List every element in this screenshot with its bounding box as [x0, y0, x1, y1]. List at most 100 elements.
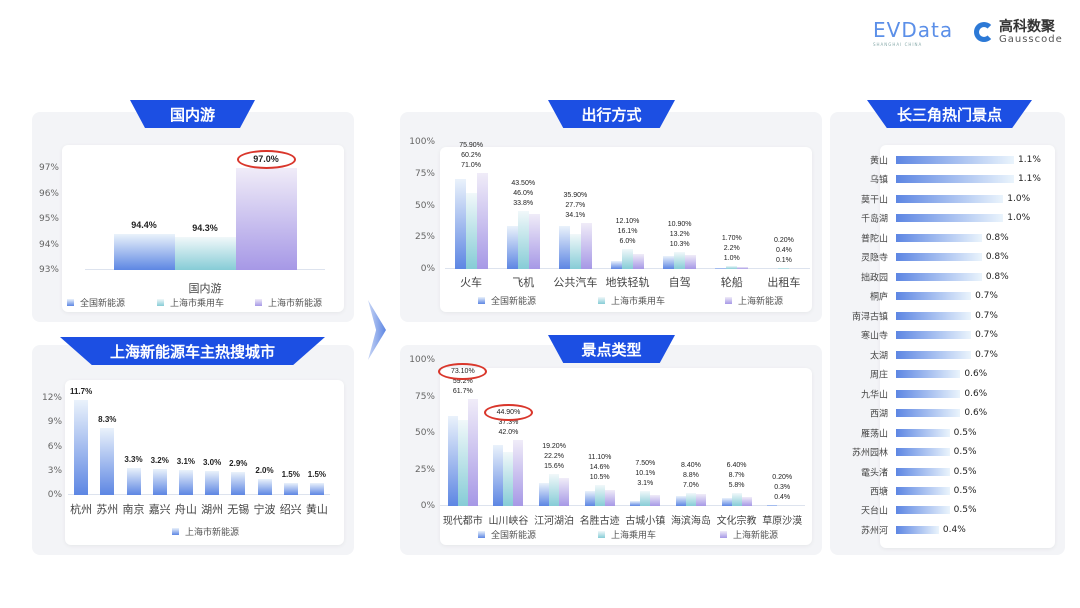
hotspot-bar	[896, 467, 950, 476]
hotspot-bar	[896, 253, 982, 262]
bar-上海新能源	[513, 440, 524, 506]
travel-title: 出行方式	[548, 100, 675, 128]
bar-上海市乘用车	[778, 268, 790, 269]
y-tick-label: 96%	[38, 188, 59, 199]
data-label: 5.8%	[728, 482, 745, 490]
hotspot-bar	[896, 311, 972, 320]
bar-上海乘用车	[594, 484, 605, 506]
hotspot-bar	[896, 292, 972, 301]
bar-上海乘用车	[731, 493, 742, 506]
legend-swatch-icon	[598, 531, 605, 538]
hotspot-value: 0.8%	[985, 271, 1009, 282]
data-label: 42.0%	[498, 429, 519, 437]
legend-item: 上海市乘用车	[598, 294, 665, 307]
bar-上海市新能源	[126, 468, 141, 495]
y-tick-label: 12%	[41, 393, 62, 403]
category-label: 嘉兴	[148, 503, 171, 516]
data-label: 8.8%	[682, 472, 699, 480]
data-label: 10.1%	[635, 470, 656, 478]
legend-item: 全国新能源	[67, 296, 125, 309]
hotspot-label: 桐庐	[869, 292, 888, 303]
legend-label: 全国新能源	[491, 297, 537, 307]
legend-swatch-icon	[172, 528, 179, 535]
hotspot-bar	[896, 525, 939, 534]
hotspot-value: 0.6%	[964, 408, 988, 419]
hotspot-label: 西塘	[869, 487, 888, 498]
bar-上海市新能源	[309, 482, 324, 495]
hotspot-bar	[896, 448, 950, 457]
y-tick-label: 0%	[420, 501, 435, 511]
data-label: 2.0%	[255, 465, 274, 475]
y-tick-label: 94%	[38, 239, 59, 250]
y-tick-label: 25%	[414, 232, 435, 243]
data-label: 10.90%	[667, 221, 692, 229]
y-tick-label: 25%	[414, 464, 435, 475]
data-label: 3.3%	[124, 455, 143, 465]
hotspot-label: 太湖	[869, 351, 888, 362]
category-label: 南京	[122, 503, 145, 516]
hotspot-bar	[896, 175, 1014, 184]
domestic-title: 国内游	[130, 100, 255, 128]
legend-item: 上海市新能源	[255, 296, 322, 309]
hotspot-label: 九华山	[860, 390, 888, 401]
bar-上海新能源	[650, 495, 661, 506]
data-label: 2.2%	[723, 245, 740, 253]
category-label: 火车	[460, 276, 483, 289]
y-tick-label: 50%	[414, 428, 435, 438]
bar-上海新能源	[737, 266, 749, 269]
hotspot-value: 0.5%	[953, 427, 977, 438]
legend-item: 全国新能源	[478, 528, 536, 541]
category-label: 名胜古迹	[579, 516, 620, 527]
hotspot-value: 0.5%	[953, 447, 977, 458]
legend-item: 上海市新能源	[172, 525, 239, 538]
hotspot-label: 苏州园林	[851, 448, 888, 459]
evdata-logo-text: EVData	[873, 18, 954, 42]
data-label: 94.4%	[131, 220, 157, 231]
hotspot-value: 0.7%	[975, 291, 998, 302]
y-tick-label: 3%	[47, 465, 62, 476]
data-label: 27.7%	[565, 202, 586, 210]
hotspot-bar	[896, 409, 961, 418]
cities-chart: 0% 3% 6% 9% 12% 11.7% 杭州 8.3% 苏州 3.3% 南京 3.2% 嘉兴 3.1%…	[42, 388, 330, 538]
category-label: 杭州	[70, 503, 93, 516]
category-label: 出租车	[767, 276, 801, 289]
gausscode-logo-en: Gausscode	[999, 34, 1063, 45]
data-label: 8.7%	[728, 472, 745, 480]
bar-上海市新能源	[178, 469, 193, 495]
data-label: 60.2%	[461, 151, 481, 159]
bar-上海市乘用车	[622, 248, 633, 269]
hotspot-label: 西湖	[869, 409, 888, 420]
bar-上海新能源	[695, 493, 706, 506]
data-label: 6.0%	[619, 237, 636, 245]
hotspot-value: 1.0%	[1007, 193, 1031, 204]
bar-上海乘用车	[503, 451, 514, 506]
hotspot-label: 普陀山	[860, 234, 888, 245]
data-label: 14.6%	[589, 463, 610, 471]
data-label: 3.2%	[150, 456, 169, 466]
hotspot-bar	[896, 486, 950, 495]
hotspot-bar	[896, 214, 1004, 223]
bar-上海乘用车	[549, 473, 560, 506]
hotspot-bar	[896, 233, 982, 242]
legend-item: 上海市乘用车	[157, 296, 224, 309]
bar-全国新能源	[663, 255, 675, 269]
bar-上海新能源	[559, 477, 570, 506]
category-label: 文化宗教	[716, 516, 757, 527]
data-label: 16.1%	[617, 227, 638, 235]
data-label: 19.20%	[542, 442, 566, 450]
bar-全国新能源	[715, 267, 727, 269]
bar-全国新能源	[493, 444, 504, 506]
hotspot-value: 0.7%	[975, 349, 998, 360]
bar-上海新能源	[528, 213, 540, 269]
bar-上海市新能源	[235, 168, 297, 270]
category-label: 国内游	[188, 282, 222, 295]
category-label: 地铁轻轨	[605, 276, 650, 289]
y-tick-label: 50%	[414, 200, 435, 211]
hotspots-title: 长三角热门景点	[867, 100, 1032, 128]
bar-全国新能源	[447, 415, 458, 506]
hotspot-bar	[896, 389, 961, 398]
bar-上海市乘用车	[569, 233, 581, 269]
bar-上海新能源	[633, 253, 644, 269]
hotspot-value: 0.8%	[985, 252, 1009, 263]
data-label: 59.2%	[452, 378, 473, 386]
